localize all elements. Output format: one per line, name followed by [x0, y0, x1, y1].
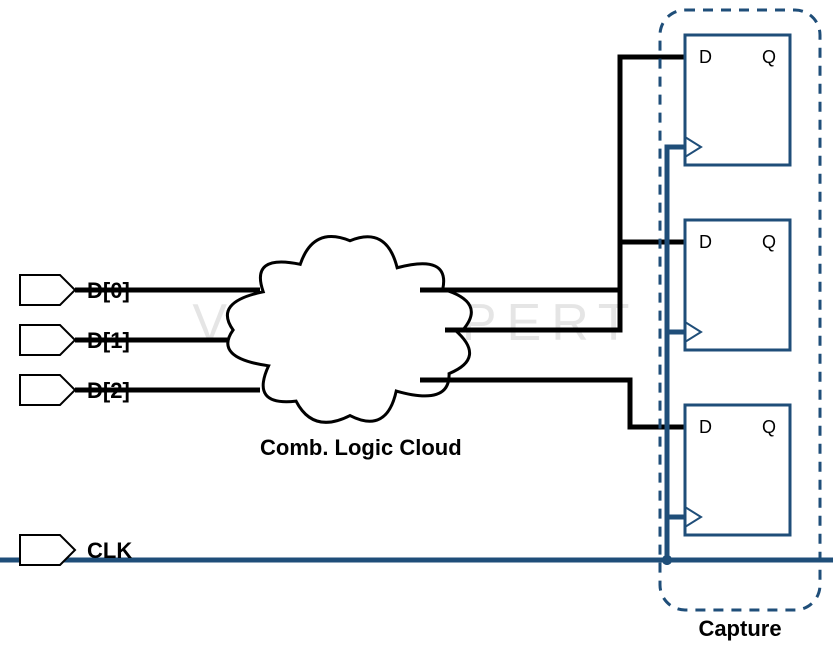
- comb-logic-cloud: Comb. Logic Cloud: [227, 237, 471, 460]
- ff-2-clk-stub: [667, 517, 685, 560]
- ff-1-q-label: Q: [762, 232, 776, 252]
- clk-stubs: [662, 147, 685, 565]
- ff-2-q-label: Q: [762, 417, 776, 437]
- ff-2-clk-tap-dot: [662, 555, 672, 565]
- capture-group-label: Capture: [698, 616, 781, 641]
- ff-2-d-label: D: [699, 417, 712, 437]
- data-wire-0: [420, 57, 685, 290]
- pin-d1: [20, 325, 75, 355]
- input-pins: D[0]D[1]D[2]CLK: [20, 275, 132, 565]
- data-wire-2: [420, 380, 685, 427]
- circuit-diagram: VLSI-EXPERT D[0]D[1]D[2]CLK Comb. Logic …: [0, 0, 833, 651]
- flipflops-group: DQDQDQ: [685, 35, 790, 535]
- cloud-label: Comb. Logic Cloud: [260, 435, 462, 460]
- ff-1-d-label: D: [699, 232, 712, 252]
- ff-0-d-label: D: [699, 47, 712, 67]
- ff-2: DQ: [685, 405, 790, 535]
- ff-0-q-label: Q: [762, 47, 776, 67]
- ff-1: DQ: [685, 220, 790, 350]
- pin-clk-label: CLK: [87, 538, 132, 563]
- cloud-to-ff-wires: [420, 57, 685, 427]
- pin-d0: [20, 275, 75, 305]
- ff-0: DQ: [685, 35, 790, 165]
- ff-0-clk-stub: [667, 147, 685, 560]
- pin-d2: [20, 375, 75, 405]
- ff-1-clk-stub: [667, 332, 685, 560]
